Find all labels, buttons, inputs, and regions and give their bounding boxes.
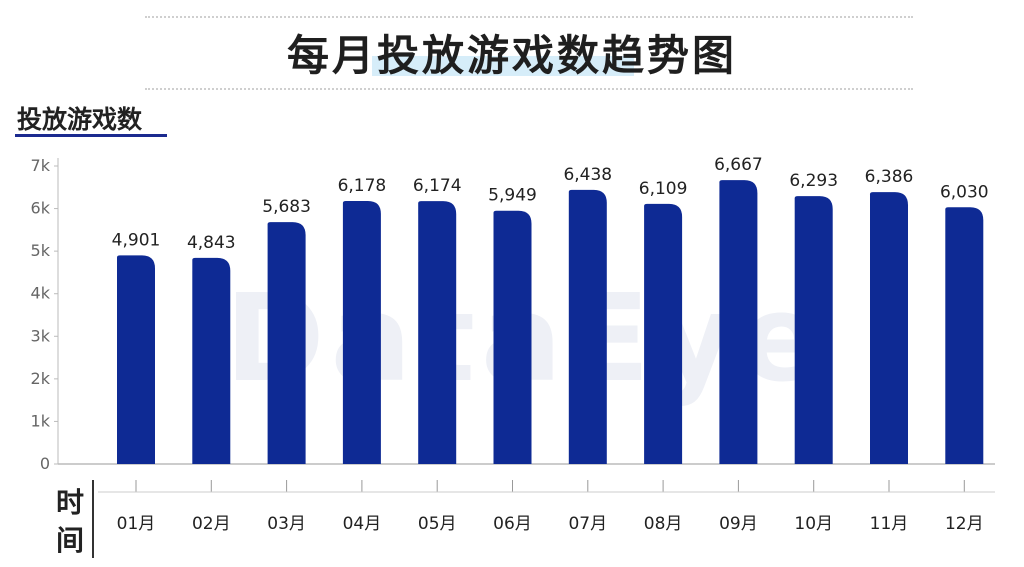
y-axis-label-underline <box>15 134 167 137</box>
x-tick-label: 05月 <box>418 514 457 534</box>
bars <box>117 180 984 465</box>
bar <box>870 192 908 464</box>
x-tick-label: 01月 <box>117 514 156 534</box>
data-label: 5,683 <box>262 197 311 217</box>
y-tick-label: 4k <box>31 284 51 303</box>
bar <box>117 255 155 464</box>
y-tick-label: 1k <box>31 411 51 430</box>
data-label: 6,178 <box>338 176 387 196</box>
bar <box>267 222 306 464</box>
labels: 0 1k 2k 3k 4k 5k 6k 7k 4,901 01月 4,843 02月 5,683 03月 6… <box>31 155 989 534</box>
x-tick-label: 02月 <box>192 514 231 534</box>
data-label: 6,667 <box>714 155 763 175</box>
top-dotted-divider <box>145 16 913 18</box>
y-tick-label: 2k <box>31 369 51 388</box>
x-axis-label: 时间 <box>55 486 84 557</box>
x-axis-label-divider <box>92 480 94 558</box>
data-label: 6,174 <box>413 176 462 196</box>
x-tick-label: 07月 <box>568 514 607 534</box>
x-tick-label: 04月 <box>343 514 382 534</box>
bar <box>342 200 381 464</box>
y-tick-label: 6k <box>31 199 51 218</box>
x-tick-label: 03月 <box>267 514 306 534</box>
bar <box>945 207 984 464</box>
bar <box>493 210 532 464</box>
data-label: 4,843 <box>187 233 236 253</box>
bar <box>418 201 457 464</box>
data-label: 6,293 <box>789 171 838 191</box>
x-tick-label: 11月 <box>870 514 909 534</box>
data-label: 6,030 <box>940 182 989 202</box>
chart-title: 每月投放游戏数趋势图 <box>286 31 737 80</box>
bar <box>644 203 683 464</box>
y-tick-label: 5k <box>31 241 51 260</box>
x-tick-label: 10月 <box>794 514 833 534</box>
x-tick-label: 09月 <box>719 514 758 534</box>
y-tick-label: 7k <box>31 156 51 175</box>
x-tick-label: 12月 <box>945 514 984 534</box>
bar <box>794 196 833 464</box>
y-tick-label: 3k <box>31 326 51 345</box>
x-tick-label: 08月 <box>644 514 683 534</box>
y-tick-label: 0 <box>40 454 50 473</box>
bar <box>719 180 758 465</box>
x-tick-label: 06月 <box>493 514 532 534</box>
data-label: 4,901 <box>112 230 161 250</box>
title-highlight <box>372 56 634 76</box>
data-label: 6,438 <box>563 165 612 185</box>
bar <box>192 257 231 464</box>
data-label: 6,386 <box>865 167 914 187</box>
bar <box>568 189 607 464</box>
data-label: 6,109 <box>639 179 688 199</box>
title-dotted-divider <box>145 88 913 90</box>
y-axis-label: 投放游戏数 <box>17 105 143 134</box>
data-label: 5,949 <box>488 186 537 206</box>
